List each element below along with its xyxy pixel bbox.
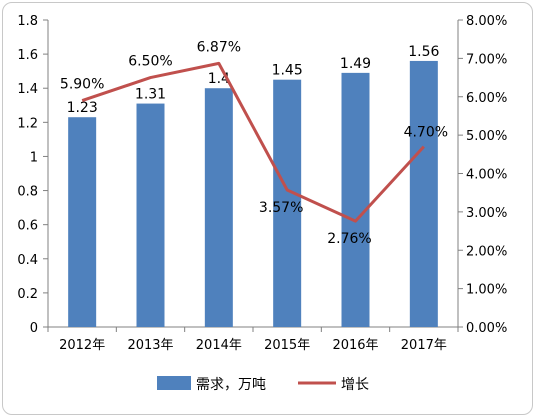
legend-bar-swatch (157, 376, 191, 390)
left-tick-label: 0.2 (17, 287, 38, 302)
left-tick-label: 1 (30, 150, 38, 165)
bar-value-label: 1.31 (135, 87, 166, 103)
right-tick-label: 5.00% (466, 129, 507, 144)
bar (136, 103, 165, 327)
left-tick-label: 0.4 (17, 253, 38, 268)
bar (409, 60, 438, 327)
right-tick-label: 2.00% (466, 244, 507, 259)
right-tick-label: 8.00% (466, 14, 507, 29)
x-tick-label: 2016年 (332, 338, 378, 353)
line-value-label: 2.76% (327, 231, 371, 247)
line-value-label: 5.90% (60, 77, 104, 93)
right-tick-label: 7.00% (466, 52, 507, 67)
x-tick-label: 2014年 (196, 338, 242, 353)
bar-value-label: 1.23 (67, 100, 98, 116)
right-tick-label: 4.00% (466, 168, 507, 183)
left-tick-label: 1.6 (17, 48, 38, 63)
left-tick-label: 0.8 (17, 185, 38, 200)
left-tick-label: 1.4 (17, 82, 38, 97)
legend-bar-label: 需求，万吨 (196, 377, 266, 393)
line-value-label: 3.57% (259, 200, 303, 216)
line-value-label: 6.50% (128, 54, 172, 70)
legend-line-label: 增长 (341, 377, 369, 393)
right-tick-label: 1.00% (466, 283, 507, 298)
left-tick-label: 1.8 (17, 14, 38, 29)
bar-value-label: 1.56 (408, 44, 439, 60)
line-value-label: 6.87% (197, 39, 241, 55)
growth-line (81, 61, 425, 223)
bar (68, 117, 97, 327)
bar-value-label: 1.45 (272, 63, 303, 79)
bar (341, 72, 370, 327)
bar-value-label: 1.49 (340, 56, 371, 72)
left-tick-label: 1.2 (17, 116, 38, 131)
right-tick-label: 0.00% (466, 321, 507, 336)
x-tick-label: 2012年 (59, 338, 105, 353)
bar (273, 79, 302, 327)
right-tick-label: 6.00% (466, 91, 507, 106)
x-tick-label: 2015年 (264, 338, 310, 353)
right-tick-label: 3.00% (466, 206, 507, 221)
bar (204, 88, 233, 327)
left-tick-label: 0 (30, 321, 38, 336)
left-tick-label: 0.6 (17, 219, 38, 234)
x-tick-label: 2013年 (127, 338, 173, 353)
x-tick-label: 2017年 (401, 338, 447, 353)
line-value-label: 4.70% (404, 125, 448, 141)
